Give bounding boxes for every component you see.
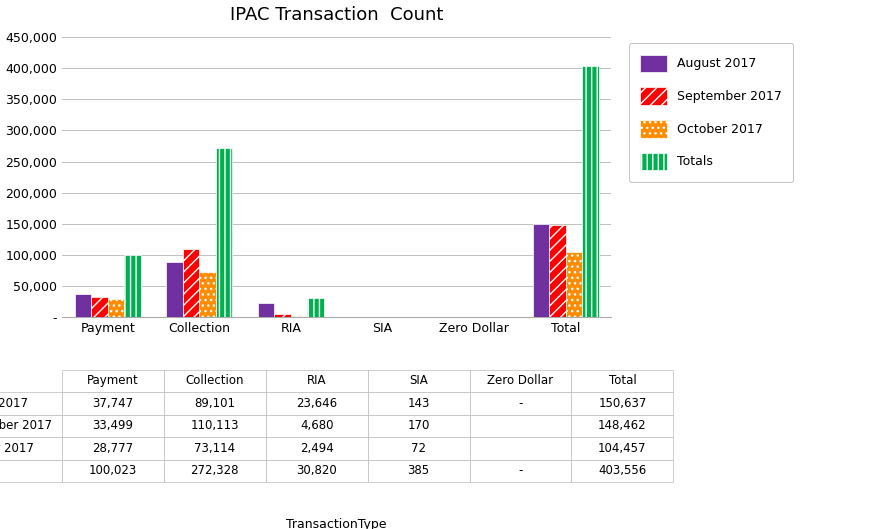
- Bar: [307, 298, 324, 317]
- Title: IPAC Transaction  Count: IPAC Transaction Count: [230, 6, 443, 24]
- Bar: [532, 224, 549, 317]
- Bar: [549, 225, 565, 317]
- Bar: [183, 249, 199, 317]
- Bar: [74, 294, 91, 317]
- Bar: [582, 66, 599, 317]
- Legend: August 2017, September 2017, October 2017, Totals: August 2017, September 2017, October 201…: [628, 43, 794, 181]
- Bar: [91, 297, 108, 317]
- Text: TransactionType: TransactionType: [286, 518, 387, 529]
- Bar: [124, 255, 141, 317]
- Bar: [216, 148, 232, 317]
- Bar: [258, 303, 275, 317]
- Bar: [167, 262, 183, 317]
- Bar: [108, 299, 124, 317]
- Bar: [291, 316, 307, 317]
- Bar: [565, 252, 582, 317]
- Bar: [275, 314, 291, 317]
- Bar: [199, 272, 216, 317]
